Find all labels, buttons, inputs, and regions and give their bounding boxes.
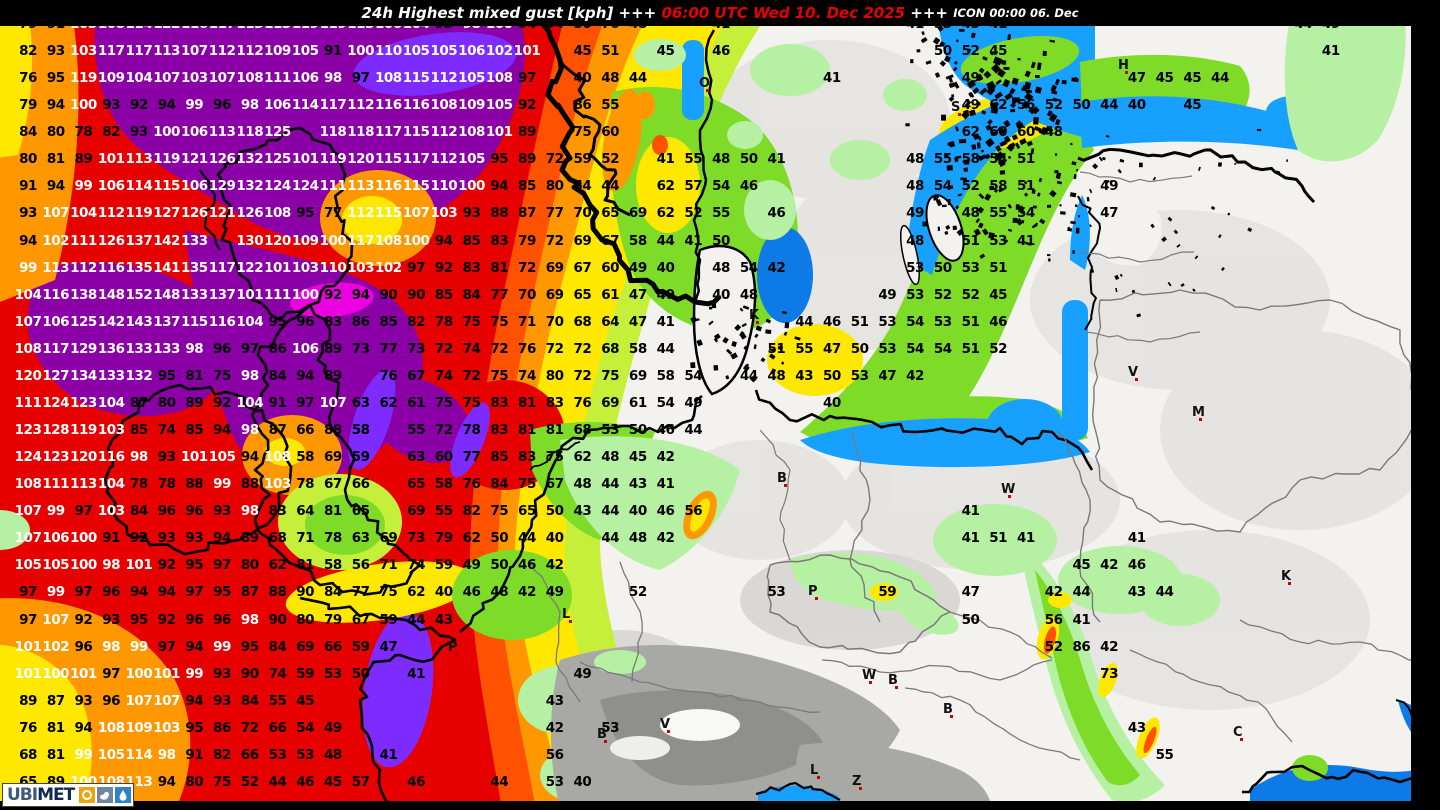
bottom-margin-bar xyxy=(0,801,1440,810)
logo-text-met: MET xyxy=(37,785,75,805)
separator: +++ xyxy=(905,4,954,22)
model-run: ICON 00:00 06. Dec xyxy=(953,6,1079,20)
ubimet-logo: UBI MET xyxy=(2,783,135,807)
logo-text-ubi: UBI xyxy=(7,785,38,805)
right-margin-bar xyxy=(1411,0,1440,810)
map-title: 24h Highest mixed gust [kph] xyxy=(361,4,614,22)
separator: +++ xyxy=(613,4,662,22)
sun-icon xyxy=(79,787,96,803)
droplet-icon xyxy=(115,787,132,803)
title-bar: 24h Highest mixed gust [kph] +++ 06:00 U… xyxy=(0,0,1440,26)
valid-time: 06:00 UTC Wed 10. Dec 2025 xyxy=(661,4,906,22)
cloud-icon xyxy=(97,787,114,803)
